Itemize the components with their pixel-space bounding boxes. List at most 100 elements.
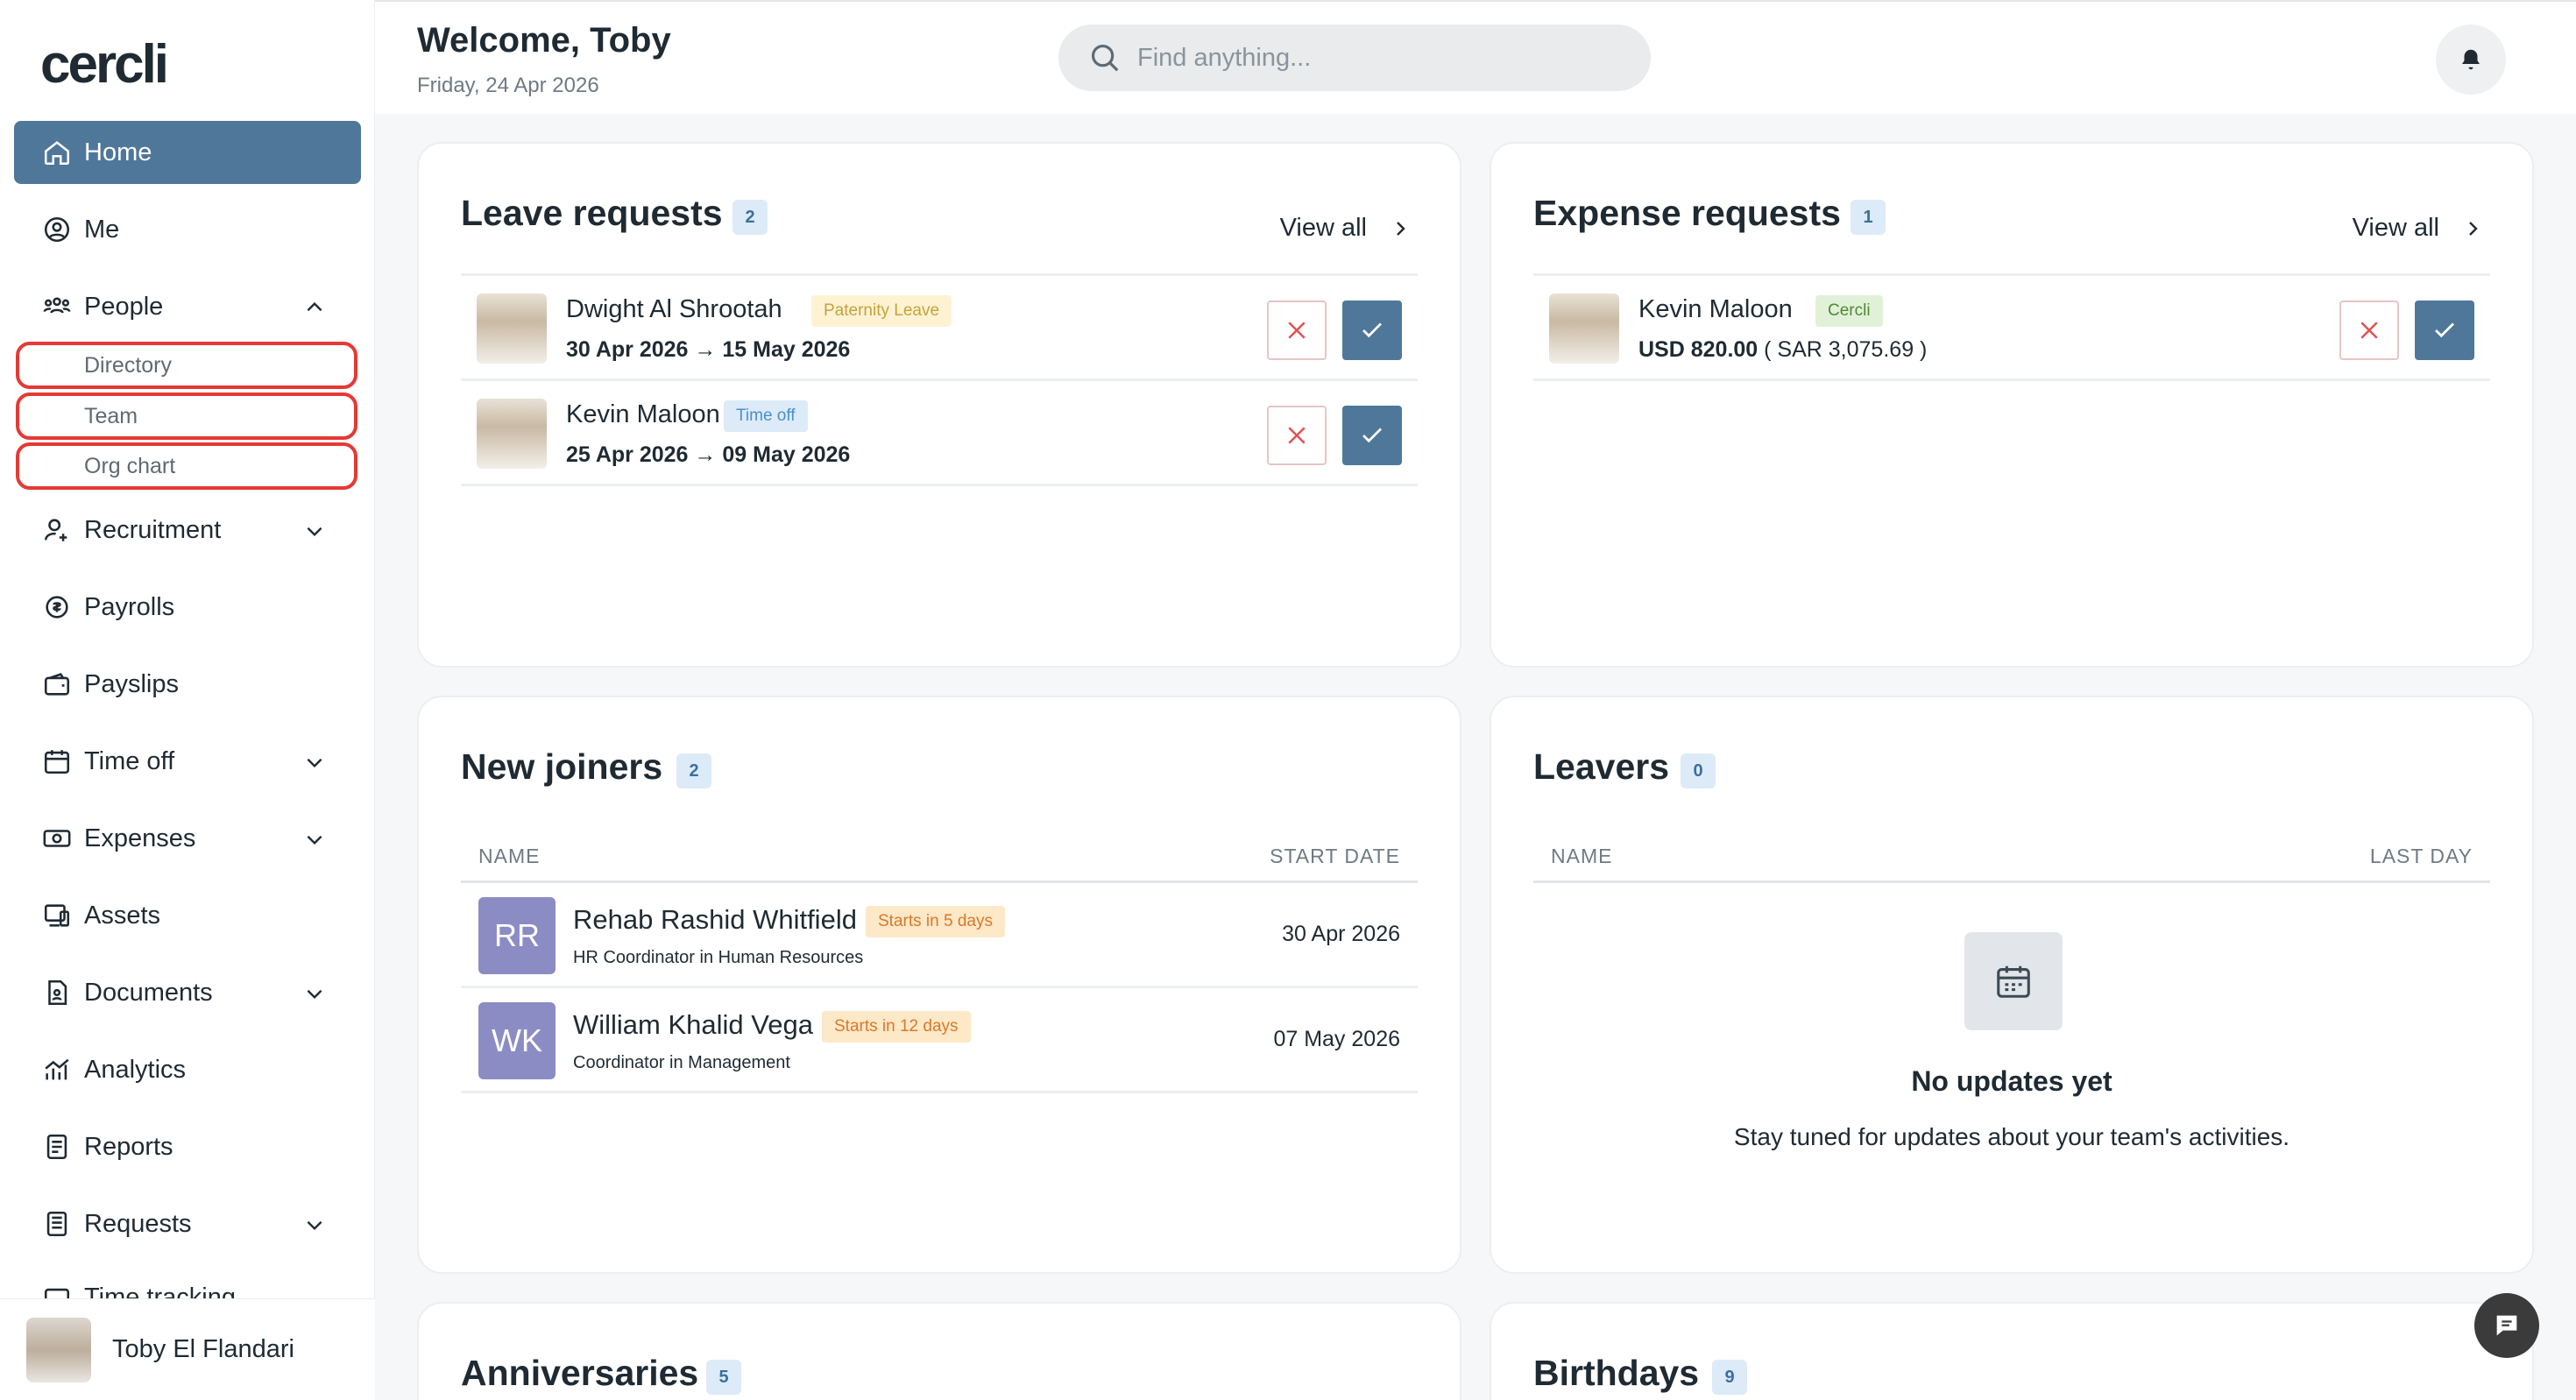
column-header-name: NAME: [478, 845, 541, 867]
reject-button[interactable]: [2339, 301, 2399, 360]
chevron-right-icon: [2469, 221, 2478, 236]
leave-dates: 30 Apr 2026 → 15 May 2026: [566, 337, 850, 363]
sidebar-item-me[interactable]: Me: [14, 198, 361, 261]
top-header: Welcome, Toby Friday, 24 Apr 2026: [375, 0, 2576, 114]
sidebar-item-documents[interactable]: Documents: [14, 961, 361, 1024]
table-header: NAME LAST DAY: [1533, 831, 2490, 883]
user-circle-icon: [42, 215, 72, 244]
clock-icon: [42, 1283, 72, 1299]
check-icon: [1362, 322, 1382, 338]
sidebar-item-reports[interactable]: Reports: [14, 1115, 361, 1178]
card-title: Birthdays: [1533, 1353, 1700, 1393]
company-badge: Cercli: [1815, 295, 1883, 327]
empty-state-calendar-icon: [1964, 932, 2063, 1030]
notifications-button[interactable]: [2436, 25, 2506, 95]
sidebar-item-requests[interactable]: Requests: [14, 1192, 361, 1255]
starts-in-badge: Starts in 12 days: [822, 1011, 971, 1043]
chevron-down-icon[interactable]: [303, 982, 326, 1005]
chevron-right-icon: [1397, 221, 1405, 236]
sidebar-item-label: Assets: [84, 901, 161, 930]
sidebar-item-assets[interactable]: Assets: [14, 884, 361, 947]
close-icon: [1288, 322, 1306, 339]
calendar-icon: [42, 746, 72, 776]
leavers-card: Leavers 0 NAME LAST DAY No updates yet S…: [1490, 696, 2534, 1274]
list-item[interactable]: Kevin Maloon Time off 25 Apr 2026 → 09 M…: [461, 381, 1418, 486]
table-row[interactable]: RR Rehab Rashid Whitfield Starts in 5 da…: [461, 883, 1418, 988]
chevron-up-icon[interactable]: [303, 296, 326, 319]
sidebar-item-payrolls[interactable]: Payrolls: [14, 576, 361, 639]
chevron-down-icon[interactable]: [303, 520, 326, 542]
new-joiners-card: New joiners 2 NAME START DATE RR Rehab R…: [417, 696, 1461, 1274]
search-bar[interactable]: [1058, 25, 1651, 91]
chevron-down-icon[interactable]: [303, 751, 326, 774]
search-input[interactable]: [1137, 43, 1628, 73]
sidebar-item-time-off[interactable]: Time off: [14, 730, 361, 793]
home-icon: [42, 138, 72, 167]
cash-icon: [42, 824, 72, 853]
user-add-icon: [42, 515, 72, 545]
chevron-down-icon[interactable]: [303, 828, 326, 851]
chevron-down-icon[interactable]: [303, 1213, 326, 1236]
chat-icon: [2496, 1315, 2517, 1336]
approve-button[interactable]: [1342, 301, 1402, 360]
check-icon: [2435, 322, 2454, 338]
sidebar-item-expenses[interactable]: Expenses: [14, 807, 361, 870]
card-title: Leave requests: [461, 193, 723, 233]
start-date: 30 Apr 2026: [566, 337, 689, 362]
user-profile[interactable]: Toby El Flandari: [0, 1298, 375, 1400]
sidebar-item-payslips[interactable]: Payslips: [14, 653, 361, 716]
new-joiners-table: NAME START DATE RR Rehab Rashid Whitfiel…: [461, 831, 1418, 1093]
sidebar-item-analytics[interactable]: Analytics: [14, 1038, 361, 1101]
starts-in-badge: Starts in 5 days: [866, 906, 1005, 937]
sidebar-item-label: Payslips: [84, 669, 179, 698]
start-date: 07 May 2026: [1273, 1027, 1400, 1051]
sidebar-item-label: Analytics: [84, 1055, 187, 1084]
sidebar-item-recruitment[interactable]: Recruitment: [14, 498, 361, 562]
expense-requests-card: Expense requests 1 View all Kevin Maloon…: [1490, 142, 2534, 668]
card-title: Leavers: [1533, 746, 1670, 787]
approve-button[interactable]: [2415, 301, 2474, 360]
count-badge: 0: [1681, 753, 1716, 788]
sidebar-item-time-tracking[interactable]: Time tracking: [14, 1269, 361, 1299]
document-icon: [42, 978, 72, 1008]
view-all-link[interactable]: View all: [2353, 214, 2483, 243]
sidebar-subitem-directory[interactable]: Directory: [16, 342, 357, 389]
app-logo[interactable]: cercli: [40, 34, 169, 95]
column-header-last-day: LAST DAY: [2369, 845, 2473, 867]
arrow-right-icon: →: [694, 337, 717, 362]
sidebar: cercli Home Me People Directory Team Org…: [0, 0, 375, 1400]
payroll-icon: [42, 592, 72, 622]
avatar: [477, 399, 547, 469]
requester-name: Dwight Al Shrootah: [566, 295, 782, 323]
joiner-role: HR Coordinator in Human Resources: [573, 948, 864, 967]
anniversaries-card: Anniversaries 5: [417, 1302, 1461, 1400]
table-row[interactable]: WK William Khalid Vega Starts in 12 days…: [461, 988, 1418, 1093]
joiner-role: Coordinator in Management: [573, 1053, 790, 1072]
search-icon: [1091, 44, 1119, 72]
sidebar-item-people[interactable]: People: [14, 275, 361, 338]
sidebar-subitem-team[interactable]: Team: [16, 392, 357, 440]
sidebar-subitem-org-chart[interactable]: Org chart: [16, 442, 357, 490]
view-all-label: View all: [1279, 214, 1367, 242]
view-all-link[interactable]: View all: [1280, 214, 1411, 243]
avatar: [1549, 293, 1619, 364]
leave-type-badge: Time off: [724, 400, 808, 432]
approve-button[interactable]: [1342, 406, 1402, 465]
page-title: Welcome, Toby: [417, 21, 671, 60]
list-item[interactable]: Kevin Maloon Cercli USD 820.00 ( SAR 3,0…: [1533, 276, 2490, 381]
leavers-table: NAME LAST DAY: [1533, 831, 2490, 883]
close-icon: [2360, 322, 2378, 339]
start-date: 25 Apr 2026: [566, 442, 689, 467]
reject-button[interactable]: [1267, 406, 1327, 465]
sidebar-item-label: Time tracking: [84, 1283, 236, 1299]
bell-icon: [2462, 49, 2480, 70]
converted-amount: ( SAR 3,075.69 ): [1764, 337, 1928, 362]
close-icon: [1288, 427, 1306, 444]
chat-button[interactable]: [2474, 1293, 2539, 1358]
requests-icon: [42, 1209, 72, 1239]
list-item[interactable]: Dwight Al Shrootah Paternity Leave 30 Ap…: [461, 276, 1418, 381]
sidebar-item-home[interactable]: Home: [14, 121, 361, 184]
reject-button[interactable]: [1267, 301, 1327, 360]
sidebar-item-label: Time off: [84, 746, 175, 775]
sidebar-item-label: Recruitment: [84, 515, 222, 544]
